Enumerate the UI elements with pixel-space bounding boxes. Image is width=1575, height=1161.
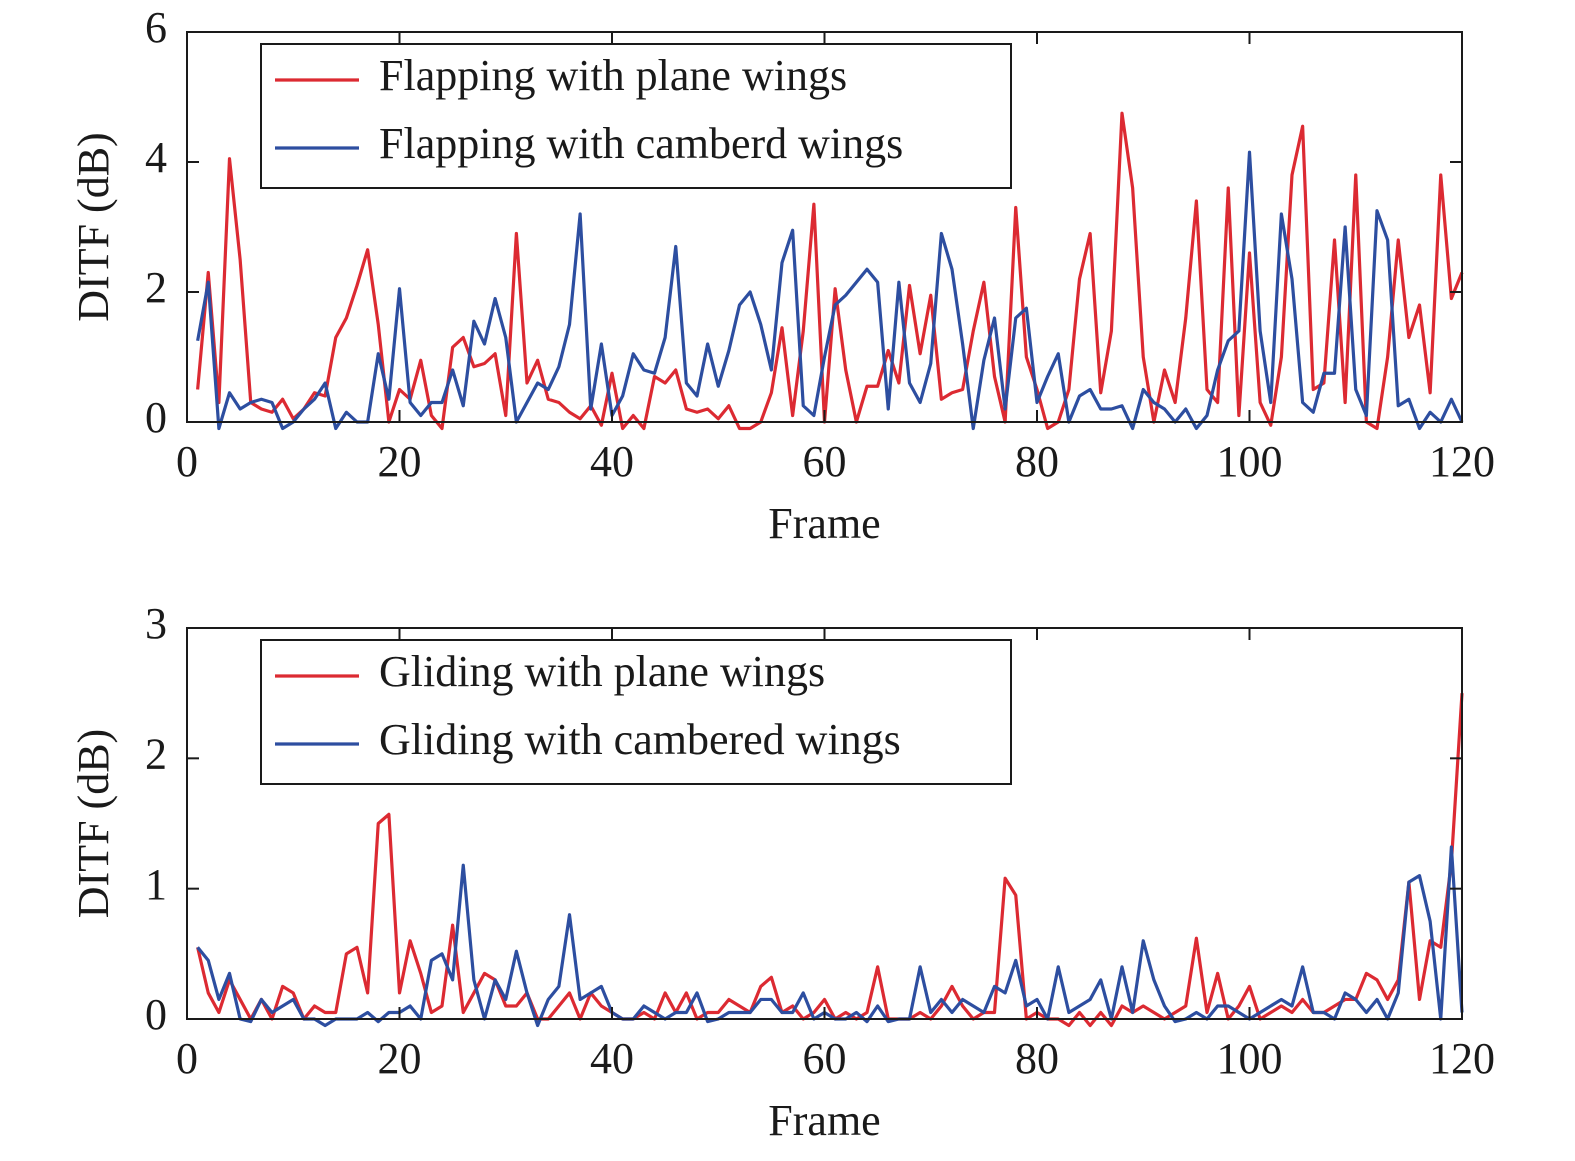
x-tick-label: 20 — [378, 437, 422, 486]
legend-label: Gliding with plane wings — [379, 647, 825, 696]
data-line — [196, 693, 1464, 1028]
x-axis-label: Frame — [768, 1096, 880, 1145]
y-tick-label: 0 — [145, 393, 167, 442]
y-axis-label: DITF (dB) — [69, 729, 118, 918]
y-tick-label: 2 — [145, 729, 167, 778]
y-tick-label: 6 — [145, 3, 167, 52]
x-tick-label: 60 — [803, 1034, 847, 1083]
x-tick-label: 0 — [176, 437, 198, 486]
x-tick-label: 100 — [1217, 1034, 1283, 1083]
x-tick-label: 120 — [1429, 1034, 1495, 1083]
x-tick-label: 100 — [1217, 437, 1283, 486]
legend — [260, 639, 1012, 785]
x-tick-label: 20 — [378, 1034, 422, 1083]
legend-label: Flapping with plane wings — [379, 51, 847, 100]
x-tick-label: 40 — [590, 1034, 634, 1083]
y-tick-label: 1 — [145, 860, 167, 909]
y-axis-label: DITF (dB) — [69, 132, 118, 321]
y-tick-label: 3 — [145, 599, 167, 648]
data-line — [196, 845, 1464, 1028]
y-tick-label: 4 — [145, 133, 167, 182]
y-tick-label: 0 — [145, 990, 167, 1039]
legend — [260, 43, 1012, 189]
x-tick-label: 40 — [590, 437, 634, 486]
x-tick-label: 80 — [1015, 437, 1059, 486]
x-axis-label: Frame — [768, 499, 880, 548]
x-tick-label: 60 — [803, 437, 847, 486]
x-tick-label: 80 — [1015, 1034, 1059, 1083]
y-tick-label: 2 — [145, 263, 167, 312]
legend-label: Gliding with cambered wings — [379, 715, 901, 764]
data-line — [196, 150, 1464, 431]
x-tick-label: 0 — [176, 1034, 198, 1083]
x-tick-label: 120 — [1429, 437, 1495, 486]
legend-label: Flapping with camberd wings — [379, 119, 903, 168]
